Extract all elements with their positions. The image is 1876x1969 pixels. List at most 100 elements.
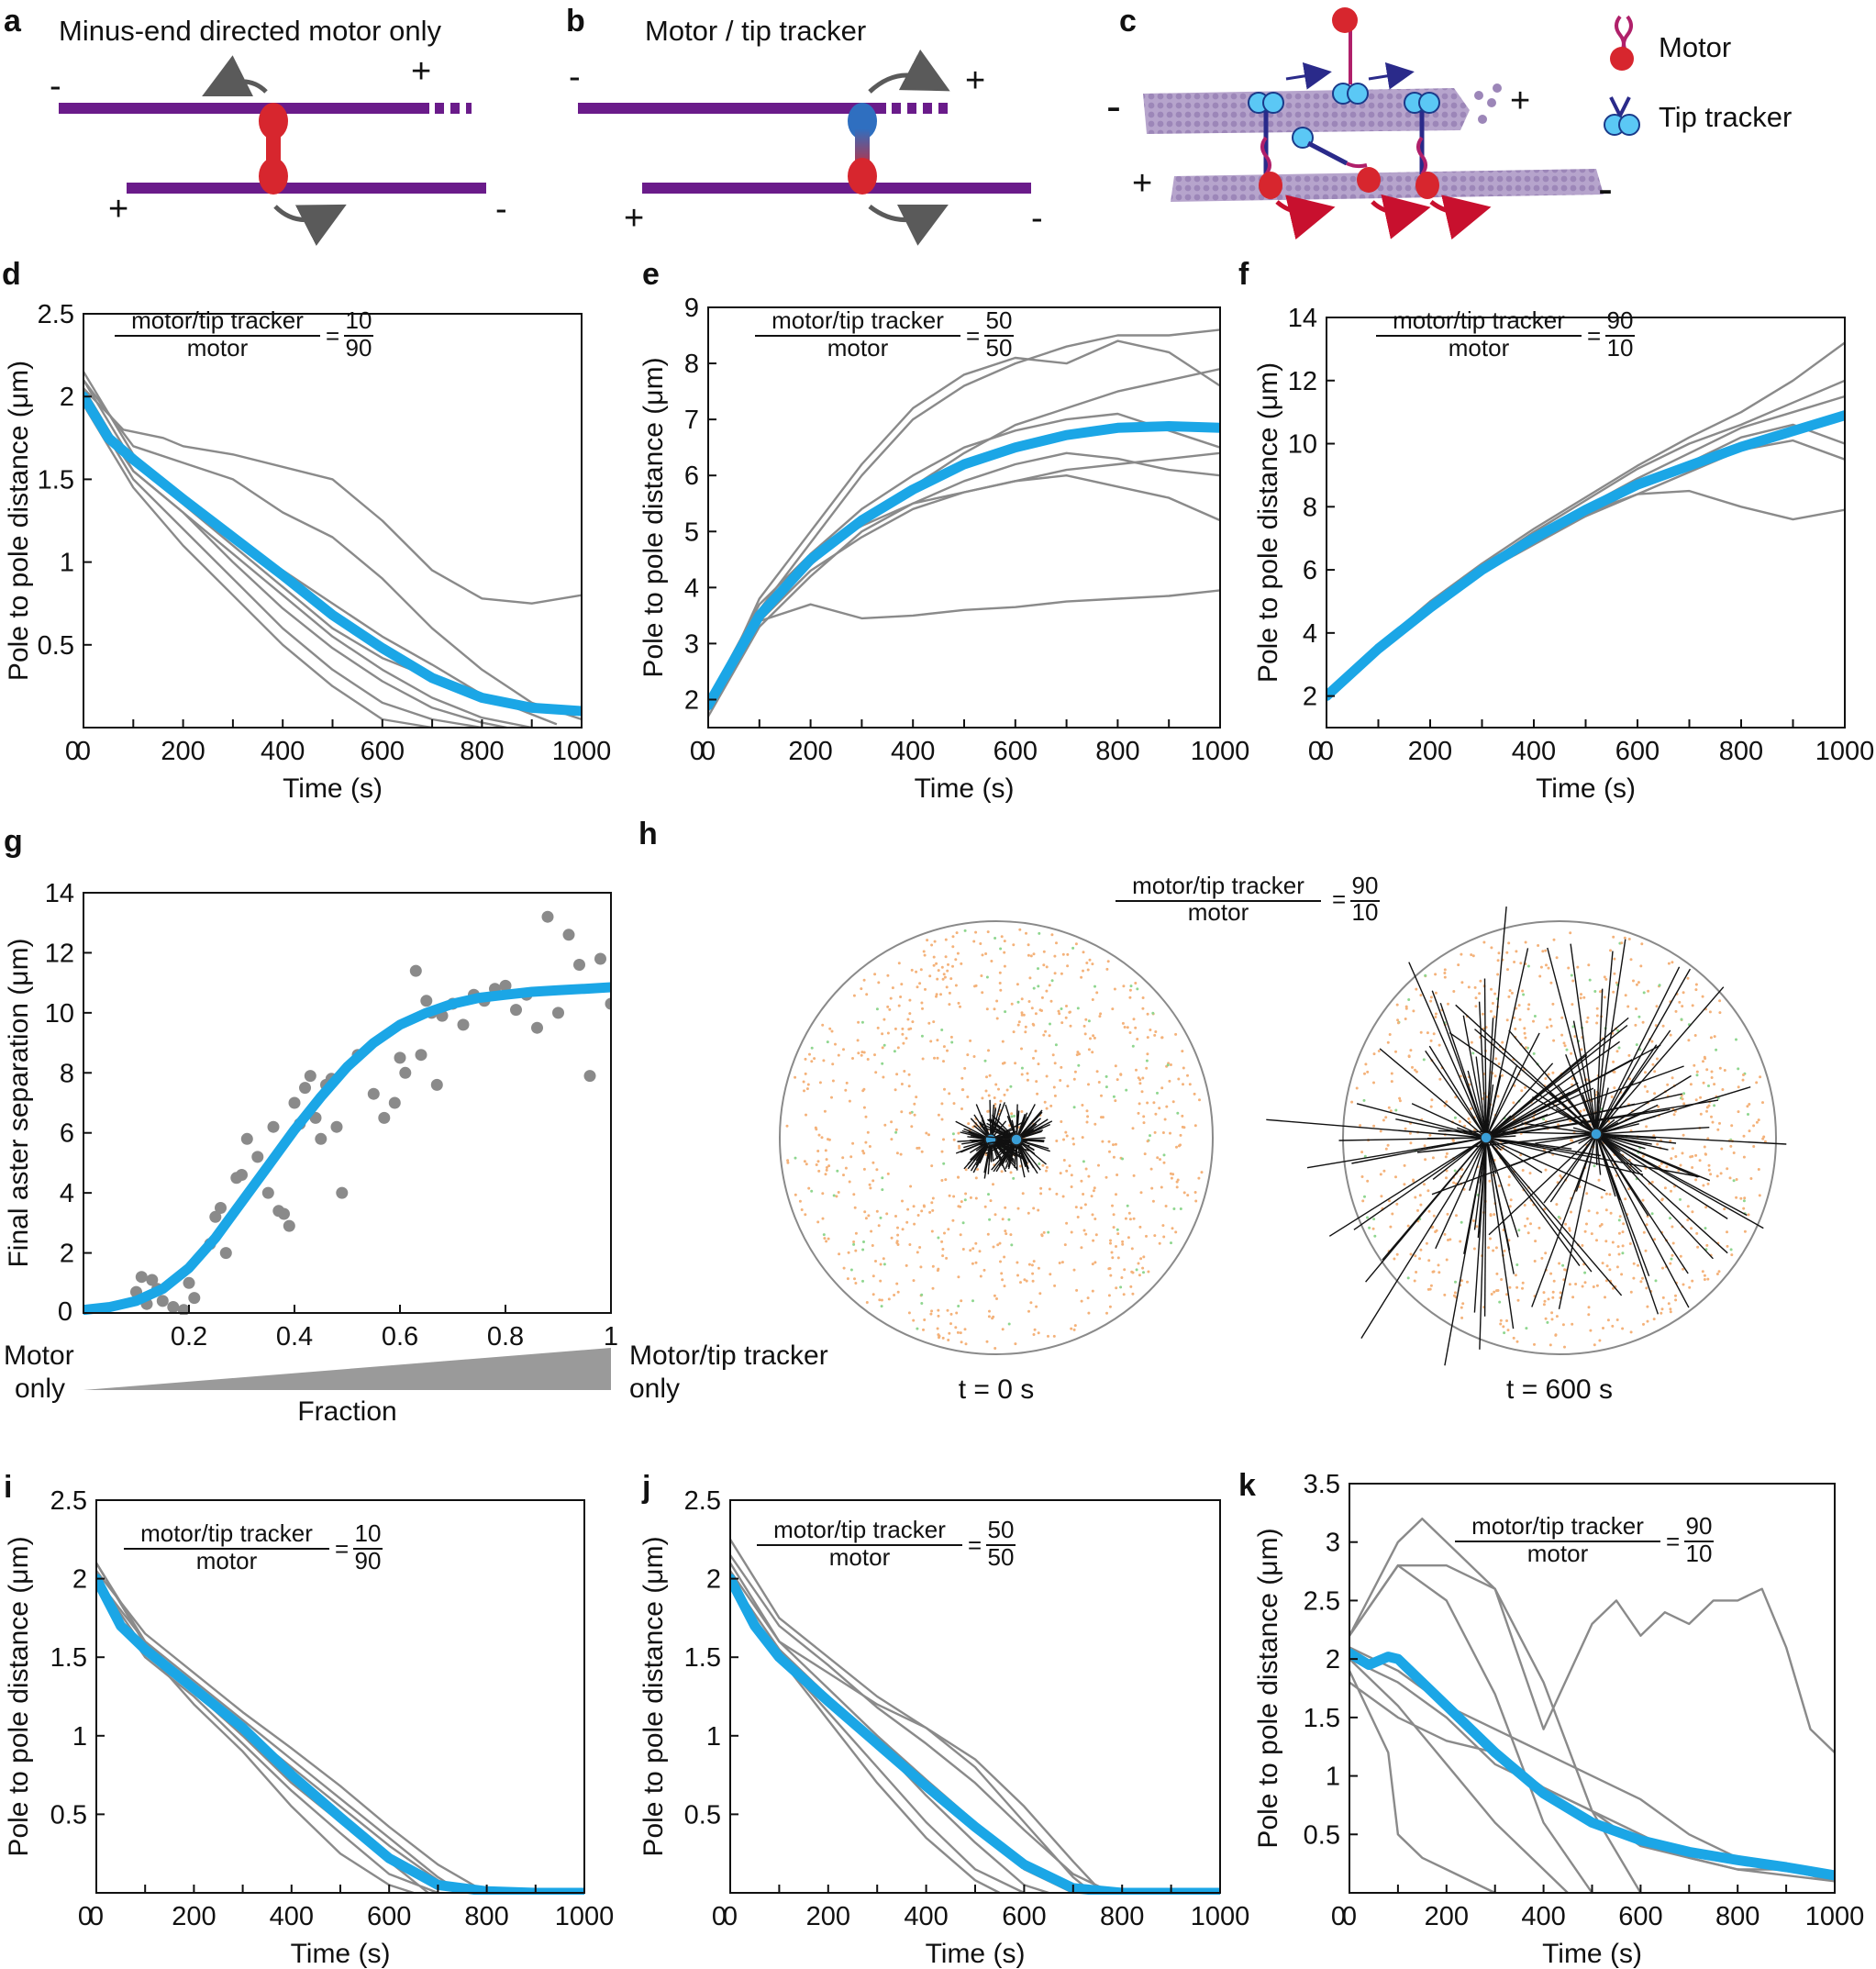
- simulation-particle: [1072, 1328, 1076, 1331]
- y-tick-label: 1.5: [38, 465, 74, 495]
- simulation-particle: [1669, 1139, 1672, 1142]
- simulation-particle: [1116, 1232, 1120, 1236]
- simulation-particle: [1491, 1002, 1494, 1005]
- simulation-particle: [1715, 1048, 1718, 1051]
- simulation-particle: [1532, 1019, 1535, 1023]
- arrow-icon: [1285, 61, 1332, 90]
- microtubule-filament: [1595, 1133, 1748, 1217]
- simulation-particle: [854, 1282, 858, 1285]
- simulation-particle: [1091, 1213, 1094, 1217]
- simulation-particle: [880, 1298, 883, 1302]
- simulation-particle: [1748, 1103, 1751, 1106]
- simulation-particle: [837, 1053, 840, 1057]
- ratio-denominator: motor: [187, 334, 249, 362]
- simulation-particle: [826, 1040, 829, 1044]
- simulation-particle: [893, 1294, 896, 1296]
- simulation-particle: [1042, 963, 1046, 967]
- simulation-particle: [932, 1020, 936, 1024]
- simulation-particle: [1743, 1196, 1747, 1200]
- trace-line: [96, 1577, 463, 1895]
- simulation-particle: [930, 1201, 934, 1205]
- simulation-particle: [901, 1032, 905, 1036]
- simulation-particle: [998, 971, 1002, 974]
- simulation-particle: [864, 1115, 868, 1118]
- arrow-icon: [1368, 61, 1415, 90]
- simulation-particle: [1140, 1090, 1144, 1094]
- simulation-particle: [1546, 1026, 1549, 1029]
- simulation-particle: [1414, 1196, 1417, 1199]
- simulation-particle: [1097, 1163, 1100, 1167]
- simulation-particle: [1066, 952, 1070, 956]
- microtubule-filament: [1425, 1050, 1487, 1139]
- simulation-particle: [949, 1322, 952, 1326]
- trace-line: [1327, 489, 1845, 697]
- ratio-top: 50: [986, 306, 1013, 334]
- simulation-particle: [1604, 1208, 1608, 1212]
- simulation-particle: [1622, 1222, 1626, 1226]
- simulation-particle: [847, 1251, 850, 1254]
- simulation-particle: [1639, 964, 1643, 968]
- simulation-particle: [1149, 1134, 1151, 1138]
- centrosome-pole: [1010, 1133, 1023, 1146]
- simulation-particle: [1431, 1270, 1435, 1274]
- simulation-particle: [1418, 1257, 1421, 1261]
- simulation-particle: [1130, 1270, 1134, 1274]
- simulation-particle: [1035, 1305, 1038, 1308]
- simulation-particle: [1694, 1178, 1698, 1182]
- simulation-particle: [1069, 1024, 1072, 1028]
- x-tick-label: 1000: [1191, 737, 1250, 766]
- simulation-particle: [1000, 1272, 1004, 1275]
- tubulin-dimer: [1487, 98, 1496, 107]
- simulation-particle: [1017, 1020, 1021, 1024]
- simulation-particle: [945, 985, 949, 989]
- simulation-particle: [1010, 1112, 1014, 1116]
- simulation-particle: [1660, 1198, 1664, 1202]
- simulation-particle: [1545, 963, 1548, 967]
- simulation-particle: [1182, 1126, 1186, 1129]
- simulation-particle: [1160, 1036, 1164, 1040]
- simulation-particle: [1131, 1044, 1135, 1048]
- simulation-particle: [1093, 1122, 1097, 1126]
- x-tick-label: 800: [1095, 737, 1139, 766]
- microtubule-filament: [1353, 1137, 1487, 1230]
- simulation-particle: [1371, 1227, 1375, 1230]
- simulation-particle: [969, 1039, 972, 1042]
- simulation-particle: [906, 1018, 910, 1021]
- simulation-particle: [886, 1172, 890, 1175]
- simulation-particle: [1517, 1229, 1521, 1232]
- x-tick-label: 0: [76, 737, 91, 766]
- simulation-particle: [1363, 1195, 1366, 1198]
- simulation-particle: [936, 1327, 939, 1330]
- simulation-particle: [987, 1094, 991, 1097]
- simulation-particle: [1166, 1063, 1170, 1067]
- ratio-top: 10: [355, 1519, 382, 1547]
- ratio-denominator: motor: [1449, 334, 1510, 362]
- simulation-particle: [966, 1053, 970, 1057]
- simulation-particle: [945, 1256, 949, 1260]
- simulation-particle: [1621, 1327, 1625, 1330]
- simulation-particle: [1521, 1286, 1524, 1290]
- simulation-particle: [1489, 1213, 1493, 1217]
- simulation-particle: [1682, 1092, 1686, 1096]
- scatter-point: [278, 1207, 290, 1220]
- ratio-denominator: motor: [1527, 1540, 1589, 1567]
- simulation-particle: [1466, 1280, 1469, 1284]
- simulation-particle: [1657, 1105, 1660, 1108]
- simulation-particle: [842, 1048, 845, 1051]
- simulation-particle: [1174, 1230, 1178, 1234]
- simulation-particle: [821, 1217, 825, 1220]
- simulation-particle: [1710, 1070, 1714, 1073]
- microtubule-filament: [1595, 988, 1604, 1135]
- plot-area: [730, 1539, 1220, 1895]
- simulation-particle: [954, 984, 958, 987]
- simulation-particle: [948, 1331, 951, 1335]
- simulation-particle: [1040, 996, 1044, 999]
- simulation-particle: [864, 1217, 868, 1220]
- simulation-particle: [1598, 1339, 1602, 1342]
- simulation-particle: [1137, 1262, 1140, 1265]
- simulation-particle: [873, 973, 877, 976]
- simulation-particle: [827, 1237, 830, 1240]
- simulation-particle: [1050, 979, 1054, 983]
- simulation-particle: [1601, 1262, 1604, 1265]
- simulation-particle: [874, 1260, 877, 1263]
